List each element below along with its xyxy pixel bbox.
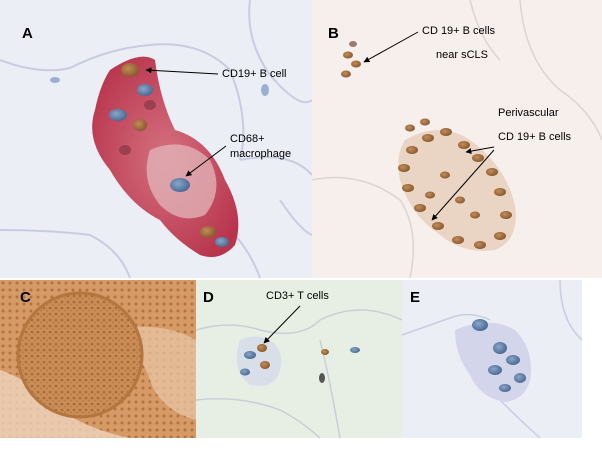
- panel-e: [401, 279, 583, 439]
- panel-a-letter: A: [22, 25, 33, 42]
- annotation-a-cd68: CD68+: [230, 133, 265, 145]
- annotation-d-tcells: CD3+ T cells: [266, 290, 329, 302]
- panel-a: [0, 0, 313, 279]
- arrow-b-perivascular-2: [431, 149, 495, 221]
- annotation-b-scls: near sCLS: [436, 49, 488, 61]
- arrow-b-perivascular-1: [465, 146, 495, 155]
- panel-b-letter: B: [328, 25, 339, 42]
- arrow-a-bcell: [145, 67, 219, 75]
- annotation-a-bcell: CD19+ B cell: [222, 68, 287, 80]
- annotation-b-perivascular: Perivascular: [498, 107, 559, 119]
- panel-b: [311, 0, 602, 279]
- arrow-a-macrophage: [185, 145, 227, 177]
- panel-d-letter: D: [203, 289, 214, 306]
- arrow-b-bcells: [363, 31, 419, 63]
- annotation-b-bcells2: CD 19+ B cells: [498, 131, 572, 143]
- annotation-b-bcells: CD 19+ B cells: [422, 25, 496, 37]
- panel-c: [0, 280, 196, 438]
- panel-c-letter: C: [20, 289, 31, 306]
- panel-e-letter: E: [410, 289, 420, 306]
- arrow-d-tcells: [263, 305, 301, 344]
- annotation-a-macrophage: macrophage: [230, 148, 291, 160]
- panel-d: [195, 280, 403, 439]
